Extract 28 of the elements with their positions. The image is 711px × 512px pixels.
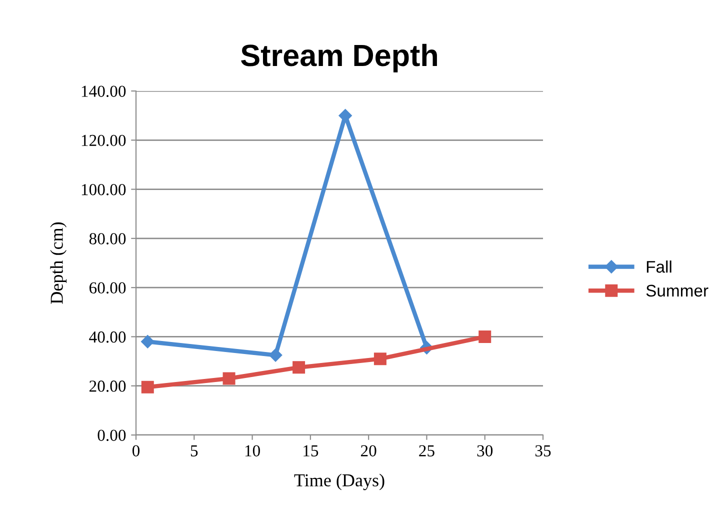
x-tick-label: 35 xyxy=(535,445,551,456)
x-tick-label: 10 xyxy=(245,445,260,456)
y-tick-label: 40.00 xyxy=(89,331,126,343)
y-tick-label: 80.00 xyxy=(89,233,126,244)
point xyxy=(141,380,154,394)
x-tick-label: 5 xyxy=(190,445,198,456)
point xyxy=(268,348,282,362)
point xyxy=(478,330,492,343)
y-tick-label: 120.00 xyxy=(82,134,126,146)
y-tick-label: 20.00 xyxy=(90,380,126,392)
legend-label: Summer xyxy=(646,284,708,297)
x-tick-label: 30 xyxy=(477,445,493,456)
y-tick-label: 0.00 xyxy=(98,430,126,442)
y-tick-label: 100.00 xyxy=(82,184,126,196)
legend-label: Fall xyxy=(646,260,672,273)
x-tick-label: 0 xyxy=(132,445,140,456)
point xyxy=(141,335,154,348)
y-axis-title: Depth (cm) xyxy=(50,222,67,304)
point xyxy=(374,352,386,366)
x-tick-label: 20 xyxy=(360,445,376,456)
x-axis-title: Time (Days) xyxy=(294,474,384,490)
chart-title: Stream Depth xyxy=(241,44,437,72)
x-tick-label: 25 xyxy=(419,445,434,456)
point xyxy=(222,372,236,385)
y-tick-label: 60.00 xyxy=(89,282,126,294)
point xyxy=(292,361,306,374)
y-tick-label: 140.00 xyxy=(82,86,126,98)
x-tick-label: 15 xyxy=(304,445,318,456)
